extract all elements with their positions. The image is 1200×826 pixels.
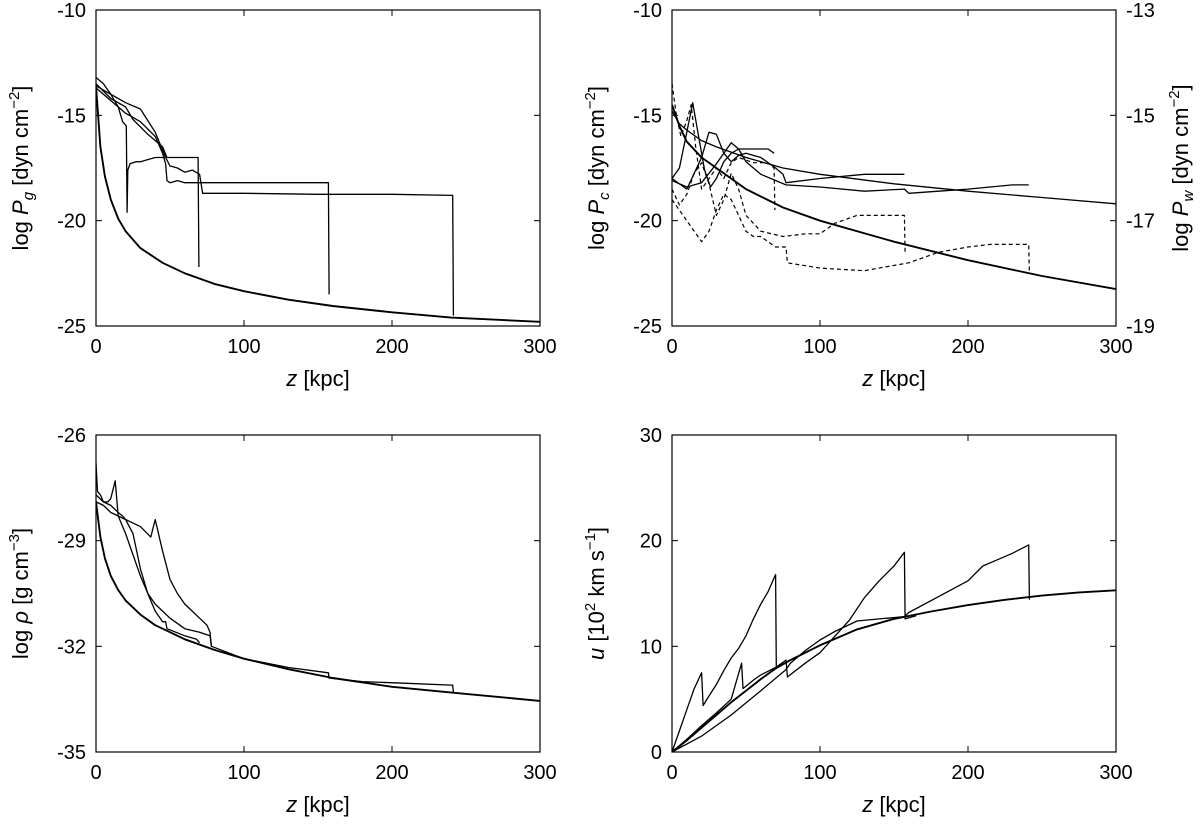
- series-group: [96, 463, 540, 702]
- y-right-tick-label: -19: [1126, 316, 1155, 338]
- series-line-front-157: [96, 501, 330, 679]
- series-line-Pc-front-241: [672, 142, 1029, 194]
- series-group: [672, 544, 1116, 752]
- y-tick-label: 30: [640, 425, 662, 447]
- x-tick-label: 100: [227, 762, 260, 784]
- chart-panel-pc: 0 100 200 300 -25 -20 -15 -10 -19 -17 -15 -13 z [kpc…: [582, 0, 1197, 391]
- x-tick-label: 300: [1099, 762, 1132, 784]
- series-line-Pc-front-70: [672, 102, 775, 188]
- x-tick-label: 0: [90, 762, 101, 784]
- y-tick-label: -20: [633, 211, 662, 233]
- series-line-front-77: [96, 494, 213, 647]
- plot-frame: [95, 434, 541, 753]
- x-axis-label: z [kpc]: [285, 366, 350, 391]
- x-axis-label: z [kpc]: [285, 792, 350, 817]
- y-tick-label: 20: [640, 531, 662, 553]
- y-axis-label: log ρ [g cm−3]: [6, 528, 33, 659]
- x-tick-label: 0: [90, 336, 101, 358]
- y-tick-label: -20: [57, 211, 86, 233]
- series-group: [672, 83, 1116, 291]
- chart-panel-rho: 0 100 200 300 -35 -32 -29 -26 z [kpc] log ρ [g cm…: [6, 425, 557, 817]
- y-tick-label: -35: [57, 742, 86, 764]
- y-tick-label: -10: [633, 0, 662, 22]
- series-line-front-241: [328, 677, 455, 693]
- y-axis-label: log Pg [dyn cm−2]: [6, 86, 37, 251]
- x-tick-label: 100: [803, 762, 836, 784]
- y-tick-label: -32: [57, 636, 86, 658]
- x-tick-label: 200: [951, 762, 984, 784]
- y-right-axis-label: log Pw [dyn cm−2]: [1166, 84, 1197, 251]
- x-tick-label: 0: [666, 762, 677, 784]
- y-tick-label: -25: [57, 316, 86, 338]
- series-line-front-241: [672, 544, 1031, 752]
- x-axis-label: z [kpc]: [861, 366, 926, 391]
- x-tick-label: 200: [951, 336, 984, 358]
- series-line-Pw-front-241: [672, 193, 1030, 274]
- x-tick-label: 0: [666, 336, 677, 358]
- y-tick-label: 0: [651, 742, 662, 764]
- x-axis-label: z [kpc]: [861, 792, 926, 817]
- x-tick-label: 300: [523, 762, 556, 784]
- series-line-Pw-equilibrium: [672, 104, 1116, 291]
- series-line-Pw-front-157: [672, 162, 906, 253]
- series-group: [96, 76, 540, 323]
- series-line-front-157: [672, 551, 917, 752]
- plot-frame: [671, 9, 1117, 327]
- series-line-equilibrium: [96, 85, 540, 323]
- y-axis-label: log Pc [dyn cm−2]: [582, 86, 613, 250]
- series-line-front-21: [96, 76, 167, 213]
- x-tick-label: 300: [1099, 336, 1132, 358]
- y-axis-label: u [102 km s−1]: [582, 527, 609, 660]
- y-right-tick-label: -17: [1126, 211, 1155, 233]
- y-tick-label: 10: [640, 636, 662, 658]
- y-tick-label: -29: [57, 531, 86, 553]
- series-line-front-241: [96, 85, 455, 316]
- x-tick-label: 300: [523, 336, 556, 358]
- plot-frame: [95, 9, 541, 327]
- y-right-tick-label: -13: [1126, 0, 1155, 22]
- series-line-front-157: [96, 87, 330, 295]
- x-tick-label: 200: [375, 762, 408, 784]
- plot-frame: [671, 434, 1117, 753]
- series-line-front-48: [96, 463, 201, 644]
- x-tick-label: 100: [803, 336, 836, 358]
- chart-panel-u: 0 100 200 300 0 10 20 30 z [kpc] u [102 km s−1]: [582, 425, 1133, 817]
- series-line-front-70: [672, 573, 791, 752]
- y-tick-label: -25: [633, 316, 662, 338]
- y-tick-label: -10: [57, 0, 86, 22]
- series-line-front-70: [96, 83, 200, 268]
- x-tick-label: 200: [375, 336, 408, 358]
- x-tick-label: 100: [227, 336, 260, 358]
- chart-panel-pg: 0 100 200 300 -25 -20 -15 -10 z [kpc] log Pg [dyn…: [6, 0, 557, 391]
- y-tick-label: -15: [57, 105, 86, 127]
- y-right-tick-label: -15: [1126, 105, 1155, 127]
- series-line-Pw-front-70: [672, 83, 776, 211]
- series-line-equilibrium: [672, 589, 1116, 752]
- y-tick-label: -15: [633, 105, 662, 127]
- series-line-Pc-equilibrium: [672, 110, 1116, 205]
- y-tick-label: -26: [57, 425, 86, 447]
